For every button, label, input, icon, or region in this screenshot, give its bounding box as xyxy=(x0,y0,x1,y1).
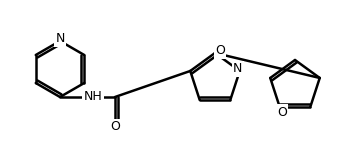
Text: NH: NH xyxy=(84,91,102,103)
Text: N: N xyxy=(55,32,65,46)
Text: O: O xyxy=(110,121,120,134)
Text: N: N xyxy=(233,62,243,75)
Text: O: O xyxy=(215,45,225,58)
Text: O: O xyxy=(277,105,287,119)
